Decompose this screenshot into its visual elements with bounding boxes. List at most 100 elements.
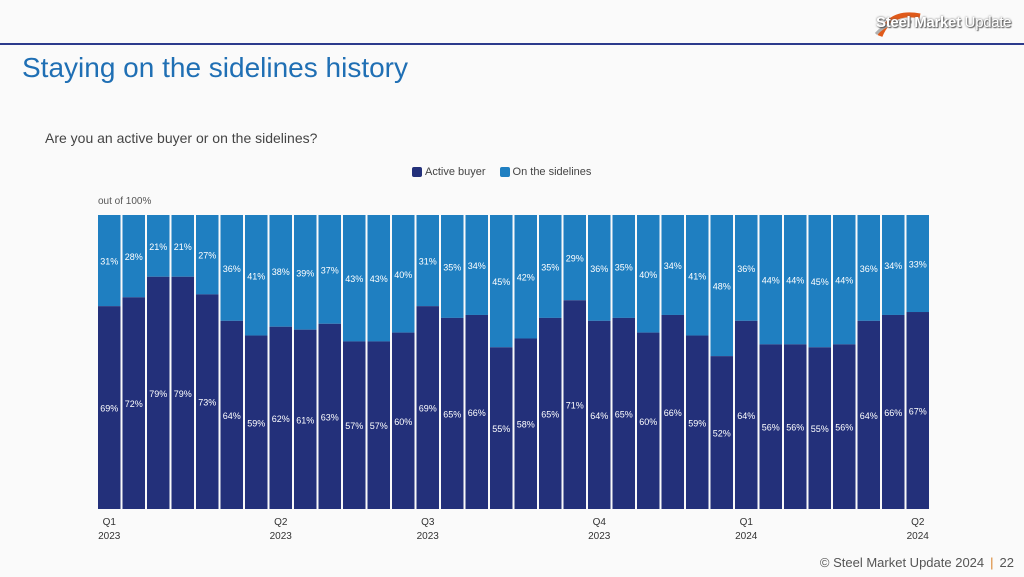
- bar-sidelines: [392, 215, 415, 333]
- bar-sidelines: [220, 215, 243, 321]
- data-label-active: 59%: [688, 418, 706, 428]
- data-label-sidelines: 28%: [125, 252, 143, 262]
- data-label-active: 67%: [909, 407, 927, 417]
- legend-label-active: Active buyer: [425, 166, 486, 178]
- x-tick-quarter: Q1: [740, 517, 754, 528]
- data-label-active: 66%: [884, 408, 902, 418]
- x-tick-year: 2024: [907, 531, 930, 542]
- data-label-sidelines: 33%: [909, 260, 927, 270]
- chart-legend: Active buyer On the sidelines: [412, 166, 591, 178]
- data-label-sidelines: 41%: [247, 271, 265, 281]
- data-label-sidelines: 44%: [786, 276, 804, 286]
- data-label-sidelines: 45%: [811, 277, 829, 287]
- x-tick-quarter: Q4: [593, 517, 607, 528]
- bar-sidelines: [343, 215, 366, 342]
- bar-sidelines: [196, 215, 219, 295]
- bar-active: [269, 326, 292, 509]
- bar-sidelines: [563, 215, 586, 301]
- bar-sidelines: [882, 215, 905, 315]
- data-label-active: 66%: [468, 408, 486, 418]
- bar-sidelines: [857, 215, 880, 321]
- data-label-active: 56%: [786, 423, 804, 433]
- bar-active: [171, 276, 194, 509]
- data-label-active: 61%: [296, 415, 314, 425]
- data-label-sidelines: 21%: [149, 242, 167, 252]
- data-label-active: 52%: [713, 429, 731, 439]
- x-tick-year: 2024: [735, 531, 758, 542]
- data-label-active: 63%: [321, 412, 339, 422]
- data-label-sidelines: 36%: [223, 264, 241, 274]
- data-label-active: 57%: [345, 421, 363, 431]
- bar-sidelines: [147, 215, 170, 277]
- bar-active: [710, 356, 733, 509]
- bar-active: [686, 335, 709, 509]
- data-label-active: 55%: [492, 424, 510, 434]
- bar-active: [637, 332, 660, 509]
- data-label-active: 56%: [835, 423, 853, 433]
- bar-active: [98, 306, 121, 509]
- data-label-sidelines: 39%: [296, 268, 314, 278]
- bar-active: [490, 347, 513, 509]
- bar-active: [882, 314, 905, 509]
- bar-sidelines: [490, 215, 513, 348]
- x-tick-quarter: Q2: [911, 517, 925, 528]
- bar-sidelines: [686, 215, 709, 336]
- data-label-sidelines: 42%: [517, 273, 535, 283]
- data-label-sidelines: 29%: [566, 254, 584, 264]
- data-label-sidelines: 44%: [762, 276, 780, 286]
- data-label-active: 69%: [419, 404, 437, 414]
- data-label-sidelines: 35%: [615, 262, 633, 272]
- bar-active: [122, 297, 145, 509]
- bar-sidelines: [661, 215, 684, 315]
- data-label-sidelines: 34%: [468, 261, 486, 271]
- data-label-sidelines: 44%: [835, 276, 853, 286]
- data-label-sidelines: 34%: [664, 261, 682, 271]
- data-label-active: 79%: [174, 389, 192, 399]
- legend-swatch-active: [412, 167, 422, 177]
- bar-active: [661, 314, 684, 509]
- logo-text: Steel Market Update: [876, 14, 1012, 31]
- data-label-sidelines: 37%: [321, 265, 339, 275]
- bar-active: [906, 312, 929, 509]
- bar-sidelines: [318, 215, 341, 324]
- bar-active: [465, 314, 488, 509]
- bar-sidelines: [171, 215, 194, 277]
- bar-sidelines: [710, 215, 733, 357]
- data-label-active: 72%: [125, 399, 143, 409]
- bar-active: [784, 344, 807, 509]
- x-tick-quarter: Q1: [103, 517, 117, 528]
- bar-sidelines: [784, 215, 807, 345]
- data-label-sidelines: 45%: [492, 277, 510, 287]
- data-label-active: 79%: [149, 389, 167, 399]
- bar-active: [147, 276, 170, 509]
- page-title: Staying on the sidelines history: [22, 52, 408, 83]
- data-label-active: 69%: [100, 404, 118, 414]
- bar-active: [808, 347, 831, 509]
- bar-active: [294, 329, 317, 509]
- steel-market-update-logo: Steel Market Update: [862, 6, 1020, 40]
- data-label-active: 55%: [811, 424, 829, 434]
- data-label-active: 71%: [566, 401, 584, 411]
- data-label-active: 58%: [517, 420, 535, 430]
- data-label-sidelines: 35%: [541, 262, 559, 272]
- bar-sidelines: [441, 215, 464, 318]
- data-label-sidelines: 27%: [198, 251, 216, 261]
- legend-label-sidelines: On the sidelines: [512, 166, 592, 178]
- data-label-active: 64%: [223, 411, 241, 421]
- data-label-active: 65%: [443, 409, 461, 419]
- bar-sidelines: [588, 215, 611, 321]
- page-number: 22: [999, 555, 1014, 570]
- data-label-active: 57%: [370, 421, 388, 431]
- data-label-active: 65%: [615, 409, 633, 419]
- bar-active: [392, 332, 415, 509]
- bar-active: [367, 341, 390, 509]
- bar-active: [759, 344, 782, 509]
- bar-active: [220, 320, 243, 509]
- x-tick-year: 2023: [417, 531, 440, 542]
- bar-sidelines: [122, 215, 145, 298]
- y-axis-label: out of 100%: [98, 196, 152, 207]
- bar-sidelines: [539, 215, 562, 318]
- bar-active: [245, 335, 268, 509]
- bar-active: [318, 323, 341, 509]
- data-label-active: 60%: [639, 417, 657, 427]
